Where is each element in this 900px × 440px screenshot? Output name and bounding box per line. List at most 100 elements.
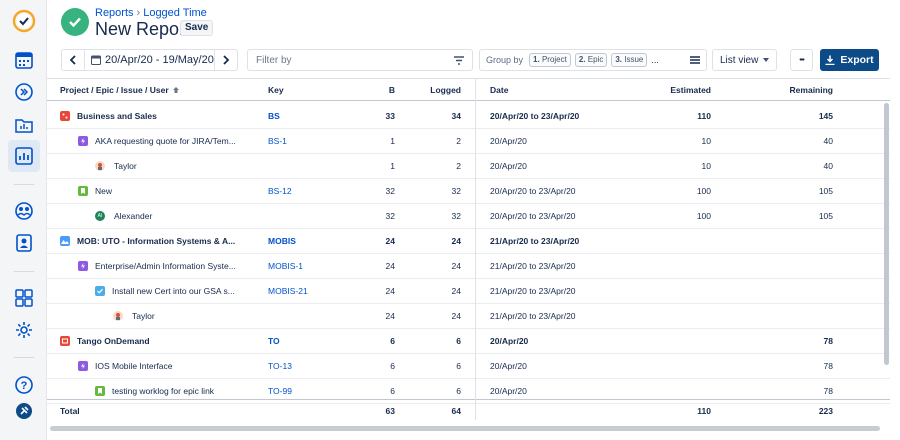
table-row[interactable]: Taylor 1 2 20/Apr/20 10 40 [47, 154, 890, 179]
row-logged: 24 [451, 286, 461, 296]
expand-icon[interactable] [12, 80, 36, 104]
row-key-link[interactable]: BS-1 [268, 136, 287, 146]
row-remaining: 105 [818, 186, 833, 196]
row-key-link[interactable]: TO [268, 336, 280, 346]
row-key-link[interactable]: TO-13 [268, 361, 292, 371]
date-range-field[interactable]: 20/Apr/20 - 19/May/20 [84, 50, 215, 70]
chevron-left-icon [69, 55, 76, 65]
row-key-link[interactable]: MOBIS-1 [268, 261, 303, 271]
row-logged: 24 [451, 311, 461, 321]
row-remaining: 40 [823, 161, 833, 171]
row-key-link[interactable]: BS [268, 111, 280, 121]
row-key-link[interactable]: MOBIS-21 [268, 286, 308, 296]
page-title: New Report [95, 19, 191, 39]
row-remaining: 40 [823, 136, 833, 146]
table-row[interactable]: Business and Sales BS 33 34 20/Apr/20 to… [47, 104, 890, 129]
row-name: Tango OnDemand [77, 336, 150, 346]
row-b: 32 [385, 186, 395, 196]
save-button[interactable]: Save [180, 20, 214, 36]
report-table: Project / Epic / Issue / User Key B Logg… [47, 78, 890, 420]
breadcrumb-reports-link[interactable]: Reports [95, 7, 134, 19]
row-b: 6 [390, 386, 395, 396]
reports-icon[interactable] [8, 140, 40, 172]
table-row[interactable]: testing worklog for epic link TO-99 6 6 … [47, 379, 890, 404]
app-logo-icon[interactable] [12, 9, 36, 33]
column-header-b[interactable]: B [388, 84, 395, 95]
row-name: Alexander [114, 211, 153, 221]
row-b: 6 [390, 361, 395, 371]
prev-period-button[interactable] [62, 50, 84, 70]
table-row[interactable]: AI Alexander 32 32 20/Apr/20 to 23/Apr/2… [47, 204, 890, 229]
vertical-scrollbar[interactable] [884, 103, 889, 365]
story-icon [78, 186, 88, 196]
row-b: 33 [385, 111, 395, 121]
column-header-key[interactable]: Key [268, 84, 284, 95]
row-b: 1 [390, 161, 395, 171]
row-date: 20/Apr/20 [490, 336, 529, 346]
table-row[interactable]: Taylor 24 24 21/Apr/20 to 23/Apr/20 [47, 304, 890, 329]
group-chip-epic[interactable]: 2. Epic [574, 53, 608, 67]
row-estimated: 100 [696, 211, 711, 221]
sort-arrow-icon [172, 86, 179, 93]
export-button[interactable]: Export [820, 49, 879, 71]
column-header-logged[interactable]: Logged [430, 84, 461, 95]
row-name: IOS Mobile Interface [95, 361, 173, 371]
epic-icon [78, 136, 88, 146]
pin-icon[interactable] [12, 399, 36, 423]
row-name: New [95, 186, 113, 196]
column-header-name[interactable]: Project / Epic / Issue / User [60, 79, 260, 100]
table-row[interactable]: New BS-12 32 32 20/Apr/20 to 23/Apr/20 1… [47, 179, 890, 204]
row-b: 24 [385, 261, 395, 271]
row-logged: 2 [456, 136, 461, 146]
row-key-link[interactable]: BS-12 [268, 186, 292, 196]
user-avatar: AI [95, 211, 105, 221]
horizontal-scrollbar[interactable] [50, 426, 880, 431]
row-b: 6 [390, 336, 395, 346]
row-logged: 32 [451, 186, 461, 196]
group-chip-project[interactable]: 1. Project [529, 53, 571, 67]
folder-chart-icon[interactable] [12, 113, 36, 137]
row-key-link[interactable]: TO-99 [268, 386, 292, 396]
user-card-icon[interactable] [12, 231, 36, 255]
row-date: 20/Apr/20 [490, 161, 527, 171]
table-row[interactable]: IOS Mobile Interface TO-13 6 6 20/Apr/20… [47, 354, 890, 379]
total-estimated: 110 [697, 405, 711, 416]
row-date: 21/Apr/20 to 23/Apr/20 [490, 236, 580, 246]
breadcrumb-separator: › [136, 7, 141, 19]
table-row[interactable]: Tango OnDemand TO 6 6 20/Apr/20 78 [47, 329, 890, 354]
calendar-icon[interactable] [12, 48, 36, 72]
row-logged: 6 [456, 386, 461, 396]
column-header-remaining[interactable]: Remaining [789, 84, 833, 95]
table-row[interactable]: AKA requesting quote for JIRA/Tem... BS-… [47, 129, 890, 154]
team-icon[interactable] [12, 199, 36, 223]
column-header-estimated[interactable]: Estimated [670, 84, 711, 95]
row-b: 24 [385, 311, 395, 321]
download-icon [825, 55, 835, 65]
table-row[interactable]: Install new Cert into our GSA s... MOBIS… [47, 279, 890, 304]
breadcrumb-logged-time-link[interactable]: Logged Time [143, 7, 207, 19]
more-actions-button[interactable]: ••• [790, 49, 813, 71]
row-name: MOB: UTO - Information Systems & A... [77, 236, 236, 246]
task-check-icon [95, 286, 105, 296]
table-total-row: Total 63 64 110 223 [47, 399, 890, 421]
table-row[interactable]: MOB: UTO - Information Systems & A... MO… [47, 229, 890, 254]
help-icon[interactable]: ? [12, 373, 36, 397]
group-chip-label: Epic [587, 55, 604, 64]
next-period-button[interactable] [215, 50, 237, 70]
column-header-date[interactable]: Date [490, 84, 509, 95]
row-key-link[interactable]: MOBIS [268, 236, 296, 246]
group-chip-issue[interactable]: 3. Issue [611, 53, 648, 67]
apps-grid-icon[interactable] [12, 286, 36, 310]
filter-input[interactable]: Filter by [247, 49, 473, 71]
group-more-ellipsis[interactable]: ... [651, 55, 659, 65]
row-date: 20/Apr/20 to 23/Apr/20 [490, 186, 576, 196]
group-by-control: Group by 1. Project 2. Epic 3. Issue ... [479, 49, 707, 71]
table-row[interactable]: Enterprise/Admin Information Syste... MO… [47, 254, 890, 279]
row-logged: 24 [451, 261, 461, 271]
view-select[interactable]: List view [712, 49, 777, 71]
row-logged: 32 [451, 211, 461, 221]
settings-gear-icon[interactable] [12, 318, 36, 342]
export-label: Export [840, 54, 874, 66]
group-chip-number: 1. [533, 55, 540, 64]
menu-lines-icon[interactable] [690, 56, 700, 64]
